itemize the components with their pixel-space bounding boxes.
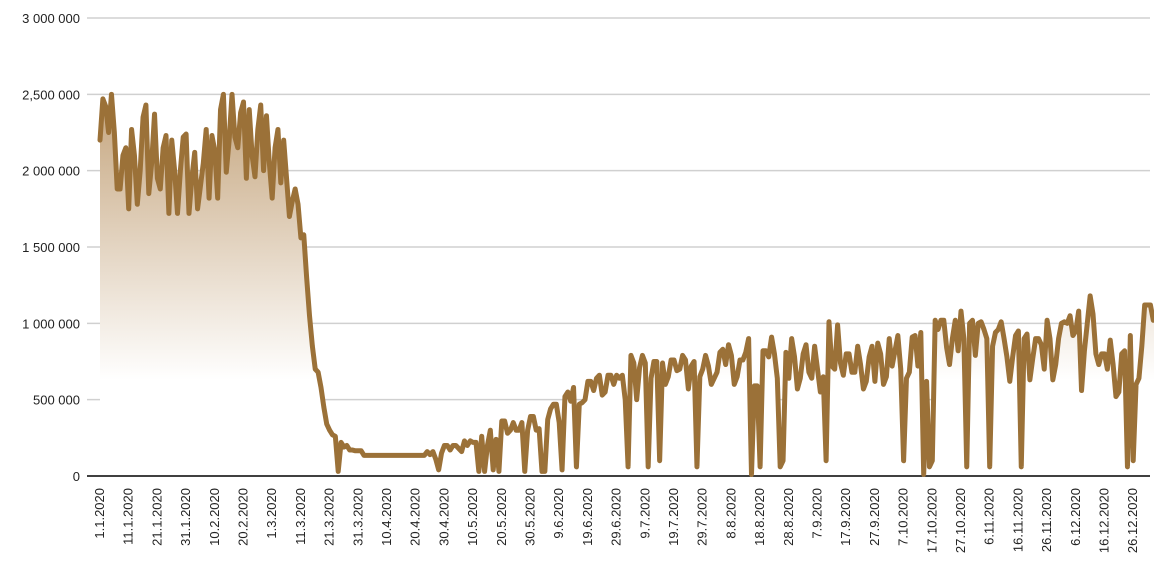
x-tick-label: 20.5.2020: [494, 488, 509, 546]
y-tick-label: 0: [73, 469, 80, 484]
x-tick-label: 26.12.2020: [1125, 488, 1140, 553]
x-tick-label: 28.8.2020: [781, 488, 796, 546]
x-tick-label: 31.3.2020: [350, 488, 365, 546]
x-tick-label: 9.7.2020: [637, 488, 652, 539]
x-tick-label: 10.4.2020: [379, 488, 394, 546]
x-tick-label: 26.11.2020: [1039, 488, 1054, 552]
x-tick-label: 29.7.2020: [695, 488, 710, 546]
x-tick-label: 30.4.2020: [436, 488, 451, 546]
x-tick-label: 11.3.2020: [293, 488, 308, 545]
x-tick-label: 21.3.2020: [322, 488, 337, 546]
x-tick-label: 10.2.2020: [207, 488, 222, 546]
x-tick-label: 7.9.2020: [810, 488, 825, 539]
x-tick-label: 27.9.2020: [867, 488, 882, 546]
y-tick-label: 1 500 000: [22, 240, 80, 255]
x-tick-label: 20.4.2020: [408, 488, 423, 546]
x-tick-label: 16.11.2020: [1010, 488, 1025, 552]
x-tick-label: 7.10.2020: [896, 488, 911, 546]
y-tick-label: 2 000 000: [22, 164, 80, 179]
y-tick-label: 2,500 000: [22, 87, 80, 102]
y-tick-label: 3 000 000: [22, 11, 80, 26]
x-tick-label: 29.6.2020: [609, 488, 624, 546]
series-line: [97, 91, 1154, 477]
x-tick-label: 19.7.2020: [666, 488, 681, 546]
x-tick-label: 21.1.2020: [149, 488, 164, 546]
x-axis-ticks: 1.1.2020 11.1.2020 21.1.2020 31.1.2020 10.2.…: [92, 488, 1140, 553]
x-tick-label: 1.3.2020: [264, 488, 279, 539]
x-tick-label: 9.6.2020: [551, 488, 566, 539]
x-tick-label: 8.8.2020: [723, 488, 738, 539]
y-axis-ticks: 0 500 000 1 000 000 1 500 000 2 000 000 2,500…: [22, 11, 80, 484]
x-tick-label: 18.8.2020: [752, 488, 767, 546]
y-tick-label: 500 000: [33, 393, 80, 408]
x-tick-label: 17.9.2020: [838, 488, 853, 546]
x-tick-label: 19.6.2020: [580, 488, 595, 546]
x-tick-label: 6.12.2020: [1068, 488, 1083, 546]
x-tick-label: 27.10.2020: [953, 488, 968, 553]
x-tick-label: 10.5.2020: [465, 488, 480, 546]
x-tick-label: 11.1.2020: [121, 488, 136, 545]
x-tick-label: 17.10.2020: [924, 488, 939, 553]
x-tick-label: 6.11.2020: [982, 488, 997, 545]
x-tick-label: 1.1.2020: [92, 488, 107, 539]
x-tick-label: 30.5.2020: [523, 488, 538, 546]
series-area: [100, 94, 1154, 476]
y-tick-label: 1 000 000: [22, 316, 80, 331]
x-tick-label: 31.1.2020: [178, 488, 193, 546]
x-tick-label: 16.12.2020: [1097, 488, 1112, 553]
x-tick-label: 20.2.2020: [236, 488, 251, 546]
